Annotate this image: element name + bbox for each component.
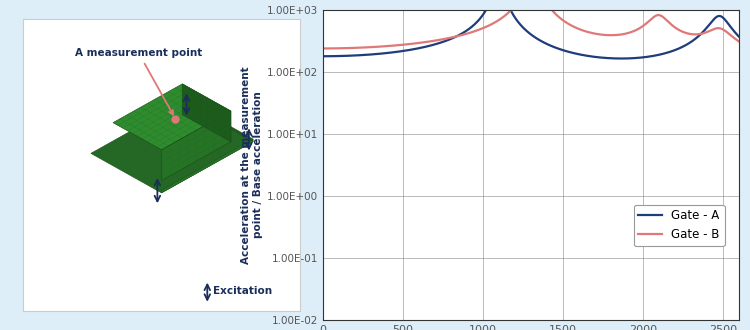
Gate - A <box>583 54 592 58</box>
Gate - A <box>627 56 636 60</box>
Gate - B <box>469 30 478 34</box>
Text: A measurement point: A measurement point <box>75 49 202 115</box>
Gate - B <box>339 46 348 50</box>
Line: Gate - B: Gate - B <box>323 0 739 49</box>
Gate - B <box>565 22 574 26</box>
Gate - B <box>627 30 636 34</box>
Gate - A <box>319 54 328 58</box>
Line: Gate - A: Gate - A <box>323 0 739 58</box>
FancyBboxPatch shape <box>23 19 300 311</box>
Gate - A <box>617 56 626 60</box>
Polygon shape <box>161 139 253 193</box>
Legend: Gate - A, Gate - B: Gate - A, Gate - B <box>634 205 724 246</box>
Gate - A <box>469 23 478 27</box>
Polygon shape <box>113 84 231 150</box>
Y-axis label: Acceleration at the measurement
point / Base acceleration: Acceleration at the measurement point / … <box>241 66 262 264</box>
Gate - A <box>734 35 743 39</box>
Gate - B <box>319 47 328 50</box>
Gate - B <box>734 39 743 43</box>
Gate - B <box>583 30 592 34</box>
Gate - A <box>565 50 574 54</box>
Gate - B <box>649 15 658 19</box>
Polygon shape <box>161 111 231 181</box>
Gate - A <box>649 54 658 58</box>
Polygon shape <box>91 102 253 193</box>
Polygon shape <box>182 84 231 142</box>
Text: Excitation: Excitation <box>214 286 272 296</box>
Gate - A <box>339 54 348 58</box>
Polygon shape <box>182 99 253 142</box>
